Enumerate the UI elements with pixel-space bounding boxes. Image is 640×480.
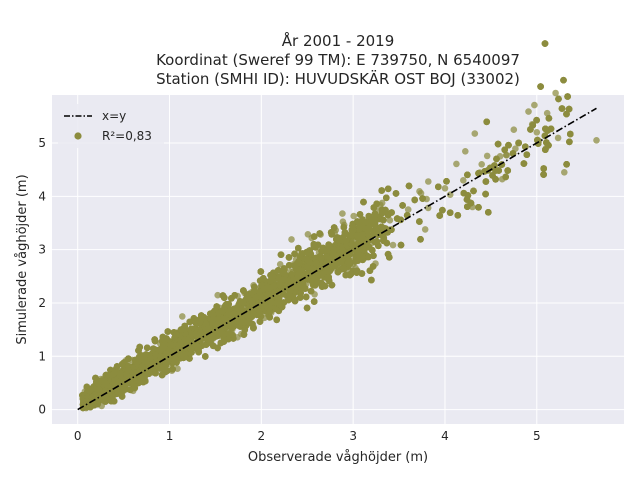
data-point — [304, 231, 312, 238]
data-point — [350, 212, 358, 220]
data-point — [425, 178, 432, 185]
data-point — [214, 291, 221, 299]
data-point — [339, 210, 346, 217]
data-point — [453, 160, 460, 168]
data-point — [471, 130, 479, 137]
data-point — [483, 152, 491, 160]
data-point — [503, 151, 510, 159]
data-point — [421, 226, 429, 233]
data-point — [552, 89, 559, 97]
data-point — [424, 204, 432, 212]
data-point — [179, 313, 186, 320]
chart-title-line-1: År 2001 - 2019 — [282, 31, 395, 50]
data-point — [174, 365, 181, 373]
chart-title-line-2: Koordinat (Sweref 99 TM): E 739750, N 65… — [156, 51, 520, 69]
data-point — [339, 218, 347, 225]
chart-title-line-3: Station (SMHI ID): HUVUDSKÄR OST BOJ (33… — [156, 69, 520, 88]
data-point — [288, 236, 295, 243]
data-point — [417, 189, 425, 197]
data-point — [531, 101, 538, 109]
data-point — [389, 241, 397, 249]
data-point — [543, 109, 551, 117]
data-point — [554, 134, 562, 142]
data-point — [525, 108, 532, 115]
data-point — [462, 148, 469, 155]
data-point — [276, 261, 284, 268]
